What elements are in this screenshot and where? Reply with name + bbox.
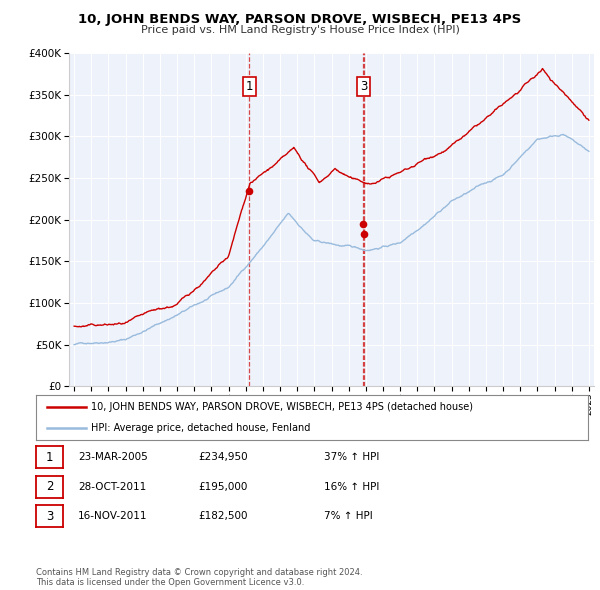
Text: £234,950: £234,950	[198, 453, 248, 462]
Text: 28-OCT-2011: 28-OCT-2011	[78, 482, 146, 491]
Text: £195,000: £195,000	[198, 482, 247, 491]
Text: 7% ↑ HPI: 7% ↑ HPI	[324, 512, 373, 521]
Text: 10, JOHN BENDS WAY, PARSON DROVE, WISBECH, PE13 4PS (detached house): 10, JOHN BENDS WAY, PARSON DROVE, WISBEC…	[91, 402, 473, 412]
Text: 10, JOHN BENDS WAY, PARSON DROVE, WISBECH, PE13 4PS: 10, JOHN BENDS WAY, PARSON DROVE, WISBEC…	[79, 13, 521, 26]
Text: 16% ↑ HPI: 16% ↑ HPI	[324, 482, 379, 491]
Text: £182,500: £182,500	[198, 512, 248, 521]
Text: 1: 1	[246, 80, 253, 93]
Text: 3: 3	[360, 80, 367, 93]
Text: 37% ↑ HPI: 37% ↑ HPI	[324, 453, 379, 462]
Text: 2: 2	[46, 480, 53, 493]
Text: 16-NOV-2011: 16-NOV-2011	[78, 512, 148, 521]
Text: 23-MAR-2005: 23-MAR-2005	[78, 453, 148, 462]
Text: 1: 1	[46, 451, 53, 464]
Text: Contains HM Land Registry data © Crown copyright and database right 2024.
This d: Contains HM Land Registry data © Crown c…	[36, 568, 362, 587]
Text: HPI: Average price, detached house, Fenland: HPI: Average price, detached house, Fenl…	[91, 422, 311, 432]
Text: 3: 3	[46, 510, 53, 523]
Text: Price paid vs. HM Land Registry's House Price Index (HPI): Price paid vs. HM Land Registry's House …	[140, 25, 460, 35]
